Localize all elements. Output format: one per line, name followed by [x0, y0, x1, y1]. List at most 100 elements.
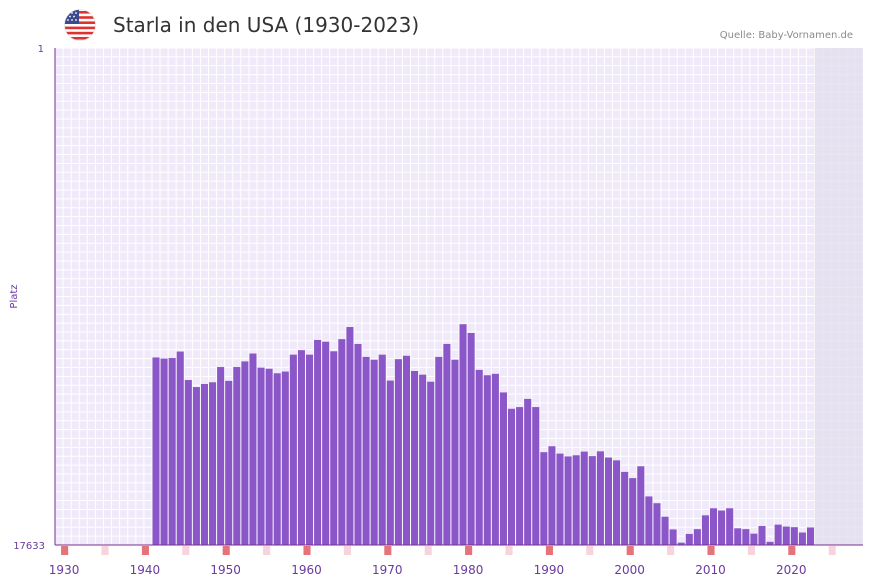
bar-1971 — [394, 359, 402, 545]
half-decade-marker — [343, 546, 351, 555]
bar-1951 — [233, 367, 241, 545]
bar-1941 — [152, 357, 160, 545]
bar-1954 — [257, 367, 265, 545]
bar-2016 — [758, 526, 766, 545]
bar-1948 — [209, 382, 217, 545]
bar-2015 — [750, 533, 758, 545]
bar-2018 — [774, 524, 782, 545]
bar-1967 — [362, 356, 370, 545]
bar-1963 — [330, 351, 338, 545]
half-decade-marker — [101, 546, 109, 555]
half-decade-marker — [263, 546, 271, 555]
bar-1952 — [241, 361, 249, 545]
chart-header: Starla in den USA (1930-2023) Quelle: Ba… — [0, 0, 873, 48]
x-tick-label: 2020 — [776, 563, 807, 577]
bar-2002 — [645, 496, 653, 545]
bar-1982 — [483, 375, 491, 545]
half-decade-marker — [505, 546, 513, 555]
bar-2008 — [693, 529, 701, 545]
source-credit: Quelle: Baby-Vornamen.de — [719, 30, 853, 41]
bar-2014 — [742, 529, 750, 545]
bar-2005 — [669, 529, 677, 545]
bar-1965 — [346, 327, 354, 545]
y-axis-title: Platz — [9, 284, 20, 308]
x-tick-label: 1960 — [291, 563, 322, 577]
x-tick-label: 1970 — [372, 563, 403, 577]
bar-1958 — [289, 354, 297, 545]
bar-1997 — [604, 457, 613, 545]
bar-1950 — [225, 380, 233, 545]
x-tick-label: 2000 — [614, 563, 645, 577]
bar-1970 — [386, 380, 394, 545]
bar-1987 — [524, 398, 532, 545]
bar-1974 — [419, 374, 427, 545]
decade-marker — [384, 546, 392, 555]
decade-marker — [626, 546, 634, 555]
bar-1966 — [354, 343, 362, 545]
bar-1988 — [532, 407, 540, 545]
bar-2010 — [709, 508, 718, 545]
bar-1959 — [297, 350, 305, 545]
bar-1990 — [548, 446, 556, 545]
bar-1989 — [540, 452, 548, 545]
decade-marker — [788, 546, 796, 555]
decade-marker — [707, 546, 715, 555]
x-tick-label: 2010 — [695, 563, 726, 577]
half-decade-marker — [747, 546, 755, 555]
bar-2020 — [790, 527, 798, 545]
bar-1973 — [411, 370, 419, 545]
y-tick-label-top: 1 — [38, 44, 44, 55]
x-tick-label: 1980 — [453, 563, 484, 577]
bar-1980 — [467, 332, 475, 545]
chart-title: Starla in den USA (1930-2023) — [113, 13, 420, 37]
half-decade-marker — [586, 546, 594, 555]
bar-1947 — [200, 383, 209, 545]
x-tick-label: 1940 — [130, 563, 161, 577]
bar-2003 — [653, 503, 661, 545]
bar-2021 — [798, 532, 806, 545]
us-flag-icon — [64, 9, 96, 41]
bar-1995 — [588, 456, 596, 545]
half-decade-marker — [667, 546, 675, 555]
y-tick-label-bottom: 17633 — [13, 541, 45, 552]
decade-marker — [141, 546, 149, 555]
bar-1991 — [556, 453, 564, 545]
bar-2017 — [766, 541, 774, 545]
bar-1956 — [273, 373, 281, 545]
half-decade-marker — [828, 546, 836, 555]
decade-marker — [222, 546, 230, 555]
half-decade-marker — [424, 546, 432, 555]
x-tick-label: 1990 — [534, 563, 565, 577]
bar-2001 — [637, 466, 645, 545]
bar-2019 — [782, 526, 790, 545]
x-tick-label: 1930 — [49, 563, 80, 577]
bar-1945 — [184, 380, 192, 545]
bar-1994 — [580, 451, 588, 545]
bar-1983 — [491, 373, 499, 545]
decade-marker — [465, 546, 473, 555]
bar-1961 — [314, 339, 322, 545]
bar-1972 — [402, 355, 411, 545]
bar-2004 — [661, 516, 669, 545]
bar-2006 — [677, 542, 685, 545]
bar-1955 — [265, 368, 273, 545]
bar-2011 — [718, 510, 726, 545]
decade-marker — [61, 546, 69, 555]
bar-1964 — [338, 339, 346, 545]
bar-2013 — [734, 528, 742, 545]
bar-1943 — [168, 358, 176, 545]
bar-1949 — [217, 367, 225, 545]
bar-1979 — [459, 324, 467, 545]
bar-1998 — [613, 460, 621, 545]
bar-1975 — [427, 381, 435, 545]
bar-1977 — [443, 343, 451, 545]
bar-1944 — [176, 351, 184, 545]
bar-1992 — [564, 456, 572, 545]
bar-2009 — [701, 515, 709, 545]
bar-1981 — [475, 369, 483, 545]
half-decade-marker — [182, 546, 190, 555]
bar-1996 — [596, 451, 604, 545]
bar-1946 — [192, 387, 200, 545]
bar-1985 — [507, 408, 516, 545]
decade-marker — [303, 546, 311, 555]
